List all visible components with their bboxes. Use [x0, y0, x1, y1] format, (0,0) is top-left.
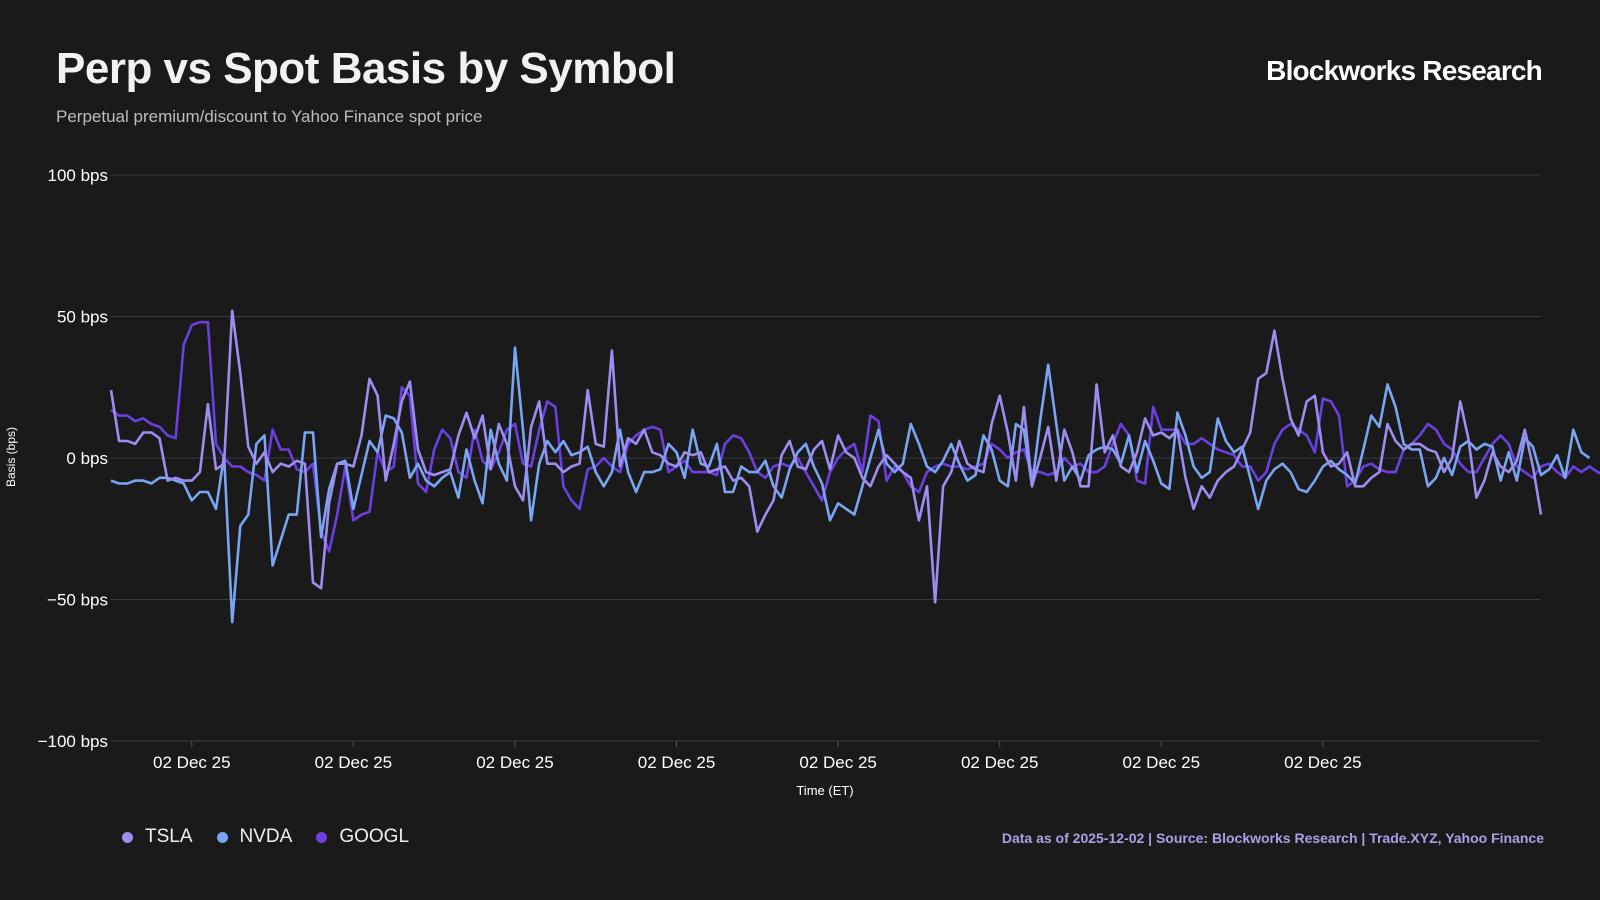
legend: TSLA NVDA GOOGL — [122, 826, 409, 848]
x-tick-label: 02 Dec 25 — [476, 753, 554, 772]
y-tick-label: −100 bps — [38, 732, 108, 751]
x-tick-label: 02 Dec 25 — [315, 753, 393, 772]
legend-dot-icon — [216, 831, 228, 843]
legend-label: TSLA — [145, 826, 193, 847]
chart-subtitle: Perpetual premium/discount to Yahoo Fina… — [56, 107, 483, 126]
series-line-tsla — [109, 309, 1543, 604]
legend-item-nvda: NVDA — [216, 826, 293, 848]
legend-item-googl: GOOGL — [316, 826, 409, 848]
y-tick-label: −50 bps — [47, 591, 108, 610]
x-tick-label: 02 Dec 25 — [638, 753, 716, 772]
y-tick-label: 50 bps — [57, 308, 108, 327]
series-line-googl — [110, 320, 1600, 553]
y-tick-label: 100 bps — [48, 166, 109, 185]
x-tick-label: 02 Dec 25 — [799, 753, 877, 772]
y-tick-label: 0 bps — [66, 449, 108, 468]
legend-item-tsla: TSLA — [122, 826, 193, 848]
series-lines — [109, 309, 1600, 624]
x-axis-ticks: 02 Dec 25 02 Dec 25 02 Dec 25 02 Dec 25 02 D… — [153, 741, 1362, 772]
x-tick-label: 02 Dec 25 — [153, 753, 231, 772]
series-line-nvda — [110, 346, 1591, 624]
y-axis-label: Basis (bps) — [4, 427, 18, 487]
chart-title: Perp vs Spot Basis by Symbol — [56, 44, 676, 93]
brand-logo-text: Blockworks Research — [1266, 55, 1543, 86]
x-axis-label: Time (ET) — [796, 783, 853, 798]
x-tick-label: 02 Dec 25 — [1284, 753, 1362, 772]
legend-dot-icon — [122, 831, 133, 843]
source-note: Data as of 2025-12-02 | Source: Blockwor… — [1001, 830, 1544, 846]
x-tick-label: 02 Dec 25 — [1123, 753, 1201, 772]
legend-label: GOOGL — [339, 826, 410, 847]
x-tick-label: 02 Dec 25 — [961, 753, 1039, 772]
legend-dot-icon — [316, 831, 328, 843]
legend-label: NVDA — [239, 826, 293, 847]
y-axis-ticks: 100 bps 50 bps 0 bps −50 bps −100 bps — [38, 166, 108, 751]
